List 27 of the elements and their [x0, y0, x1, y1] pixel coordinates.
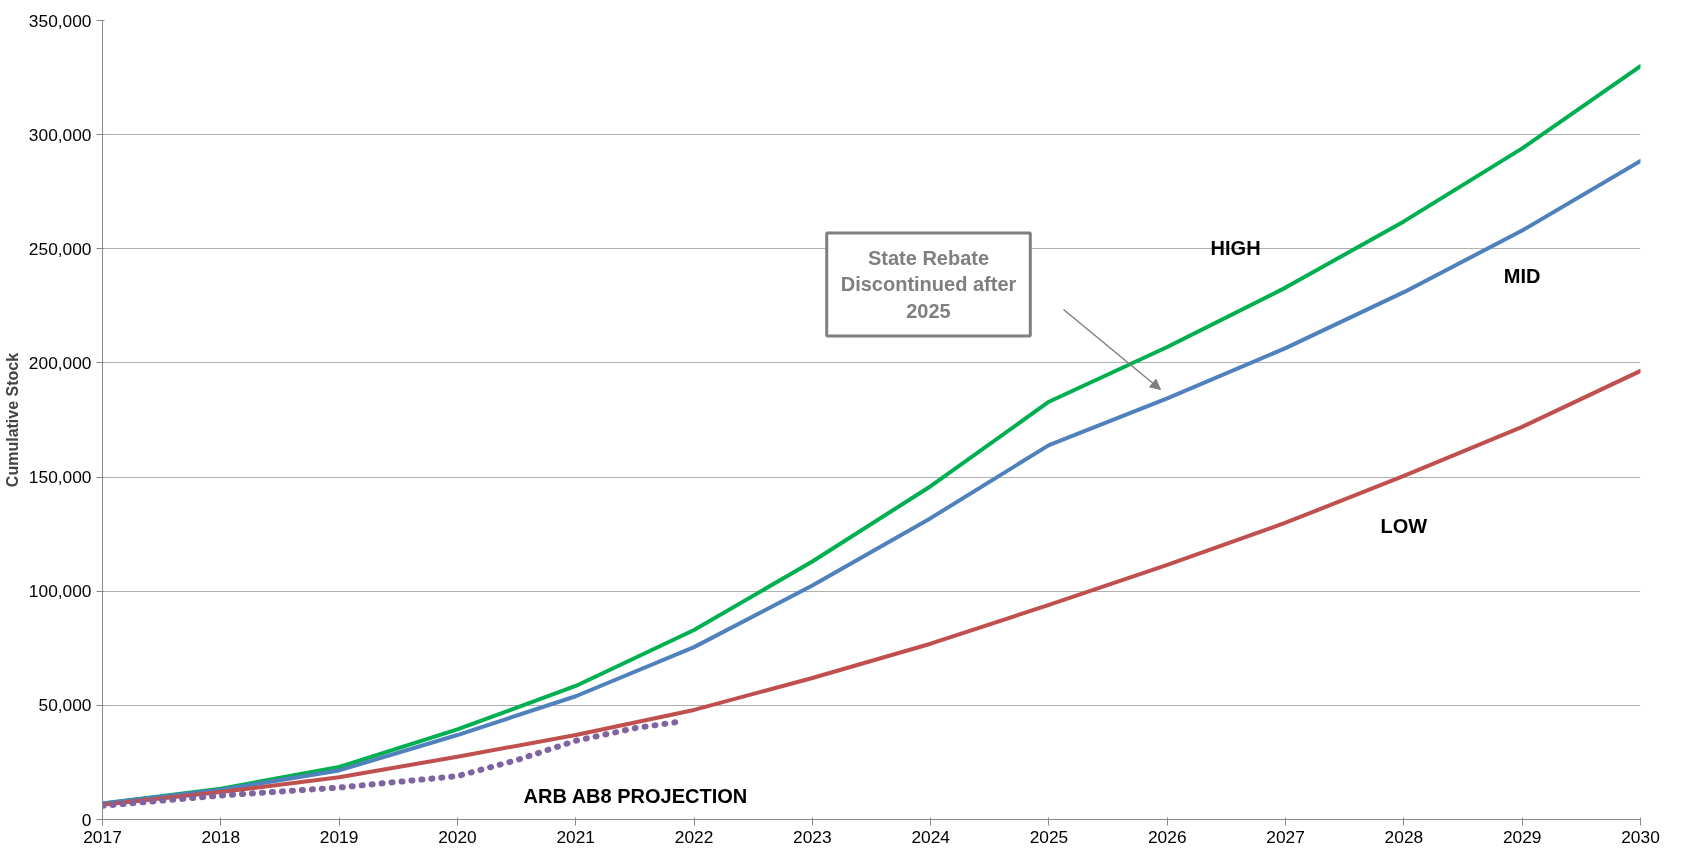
x-tick-label: 2028	[1384, 826, 1424, 847]
x-tick-label: 2030	[1621, 826, 1660, 847]
x-tick-label: 2023	[793, 826, 832, 847]
x-tick-label: 2022	[674, 826, 714, 847]
series-label: ARB AB8 PROJECTION	[523, 784, 748, 807]
x-tick-label: 2021	[556, 826, 596, 847]
series-label: LOW	[1380, 514, 1428, 537]
y-tick-label: 100,000	[28, 581, 92, 602]
y-tick-label: 350,000	[28, 10, 92, 31]
line-series	[102, 368, 1641, 807]
x-tick-label: 2029	[1502, 826, 1542, 847]
x-tick-label: 2024	[911, 826, 951, 847]
y-tick-label: 150,000	[28, 467, 92, 488]
series-label: HIGH	[1210, 236, 1261, 259]
y-tick-label: 50,000	[38, 695, 92, 716]
y-tick-label: 250,000	[28, 238, 92, 259]
y-tick-label: 300,000	[28, 124, 92, 145]
annotation: State Rebate Discontinued after 2025	[840, 247, 1017, 322]
x-tick-label: 2019	[319, 826, 359, 847]
series-label: MID	[1503, 264, 1541, 287]
x-tick-label: 2026	[1148, 826, 1187, 847]
x-tick-label: 2025	[1029, 826, 1069, 847]
x-tick-label: 2020	[438, 826, 477, 847]
y-tick-label: 200,000	[28, 352, 92, 373]
x-tick-label: 2027	[1266, 826, 1305, 847]
y-axis-title: Cumulative Stock	[3, 352, 21, 488]
x-tick-label: 2018	[201, 826, 241, 847]
